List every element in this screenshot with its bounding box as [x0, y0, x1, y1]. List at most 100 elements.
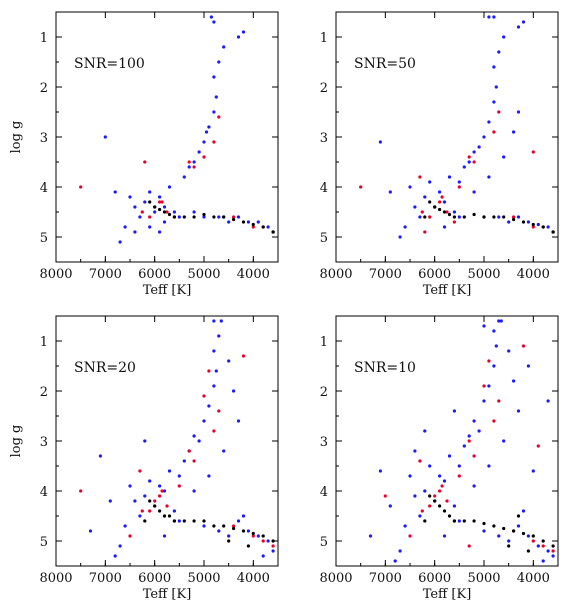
data-point-blue	[217, 215, 221, 219]
data-point-red	[232, 215, 236, 219]
data-point-black	[162, 514, 167, 518]
data-point-red	[165, 210, 169, 214]
y-tick-label: 1	[320, 335, 328, 350]
data-point-blue	[442, 479, 447, 483]
data-point-black	[531, 534, 535, 538]
data-point-blue	[214, 95, 218, 99]
data-point-black	[241, 220, 246, 224]
y-tick-label: 2	[40, 81, 48, 96]
data-point-blue	[492, 65, 496, 69]
data-point-black	[442, 509, 447, 513]
data-point-black	[212, 215, 216, 219]
data-point-blue	[482, 324, 486, 328]
data-point-blue	[482, 399, 486, 403]
data-point-blue	[162, 489, 167, 493]
data-point-red	[383, 494, 387, 498]
data-point-blue	[158, 195, 162, 199]
data-point-blue	[204, 130, 209, 134]
data-point-blue	[507, 349, 511, 353]
data-point-red	[487, 359, 491, 363]
plot-frame	[335, 11, 559, 263]
data-point-blue	[212, 384, 216, 388]
data-point-blue	[497, 215, 501, 219]
data-point-black	[428, 494, 432, 498]
data-point-blue	[502, 439, 506, 443]
data-point-red	[192, 165, 196, 169]
data-point-black	[492, 215, 496, 219]
data-point-red	[428, 215, 432, 219]
data-point-red	[497, 110, 501, 114]
data-point-blue	[413, 449, 417, 453]
data-point-blue	[442, 225, 447, 229]
data-point-red	[165, 504, 169, 508]
data-point-blue	[212, 110, 216, 114]
data-point-red	[187, 449, 191, 453]
data-point-black	[222, 524, 226, 528]
data-point-blue	[143, 494, 147, 498]
snr-annotation: SNR=50	[354, 56, 416, 72]
data-point-blue	[118, 544, 122, 548]
data-point-blue	[438, 474, 442, 478]
data-point-blue	[497, 319, 501, 323]
data-point-black	[162, 210, 167, 214]
data-point-blue	[423, 429, 427, 433]
data-point-blue	[256, 220, 260, 224]
data-point-red	[140, 210, 144, 214]
data-point-blue	[108, 499, 112, 503]
data-point-black	[153, 205, 157, 209]
data-point-blue	[167, 469, 172, 473]
data-point-black	[167, 514, 172, 518]
data-point-black	[241, 529, 246, 533]
data-point-blue	[447, 175, 452, 179]
data-point-blue	[398, 549, 402, 553]
data-point-blue	[413, 494, 417, 498]
data-point-blue	[222, 45, 226, 49]
panel-1: 8000 7000 6000 5000 4000 1 2 3 4 5 SNR=100 Teff [K]…	[9, 11, 279, 298]
data-point-blue	[192, 210, 196, 214]
data-point-red	[418, 175, 422, 179]
data-point-red	[217, 409, 221, 413]
data-point-red	[511, 215, 516, 219]
data-point-blue	[202, 419, 206, 423]
data-point-blue	[217, 529, 221, 533]
data-point-blue	[408, 474, 412, 478]
x-tick-label: 4000	[517, 267, 550, 282]
data-point-blue	[472, 419, 476, 423]
data-point-red	[445, 210, 449, 214]
data-point-blue	[217, 60, 221, 64]
data-point-black	[172, 215, 176, 219]
data-point-black	[167, 212, 172, 217]
data-point-blue	[408, 185, 412, 189]
x-tick-label: 6000	[418, 571, 451, 586]
data-point-black	[192, 519, 196, 523]
data-point-red	[438, 489, 442, 493]
x-tick-label: 6000	[418, 267, 451, 282]
data-point-blue	[227, 359, 231, 363]
data-point-blue	[148, 190, 152, 194]
data-point-blue	[123, 225, 127, 229]
x-tick-label: 4000	[517, 571, 550, 586]
data-point-red	[541, 544, 545, 548]
data-point-blue	[138, 514, 142, 518]
data-point-blue	[546, 399, 550, 403]
data-point-red	[212, 429, 216, 433]
y-tick-label: 4	[320, 485, 328, 500]
data-point-red	[467, 155, 471, 159]
x-tick-label: 8000	[39, 571, 72, 586]
data-point-black	[482, 215, 486, 219]
panel-2: 8000 7000 6000 5000 4000 1 2 3 4 5 SNR=50 Teff [K]	[319, 11, 559, 298]
data-point-red	[187, 160, 191, 164]
data-point-blue	[487, 464, 491, 468]
data-point-red	[148, 509, 152, 513]
data-point-black	[462, 519, 466, 523]
data-point-blue	[388, 190, 392, 194]
data-point-red	[492, 130, 496, 134]
x-axis-label: Teff [K]	[143, 283, 192, 298]
data-point-blue	[428, 180, 432, 184]
y-tick-label: 3	[40, 435, 48, 450]
data-point-blue	[516, 215, 521, 219]
y-tick-label: 1	[320, 31, 328, 46]
data-point-blue	[526, 364, 531, 368]
data-point-blue	[403, 225, 407, 229]
data-point-blue	[256, 534, 260, 538]
